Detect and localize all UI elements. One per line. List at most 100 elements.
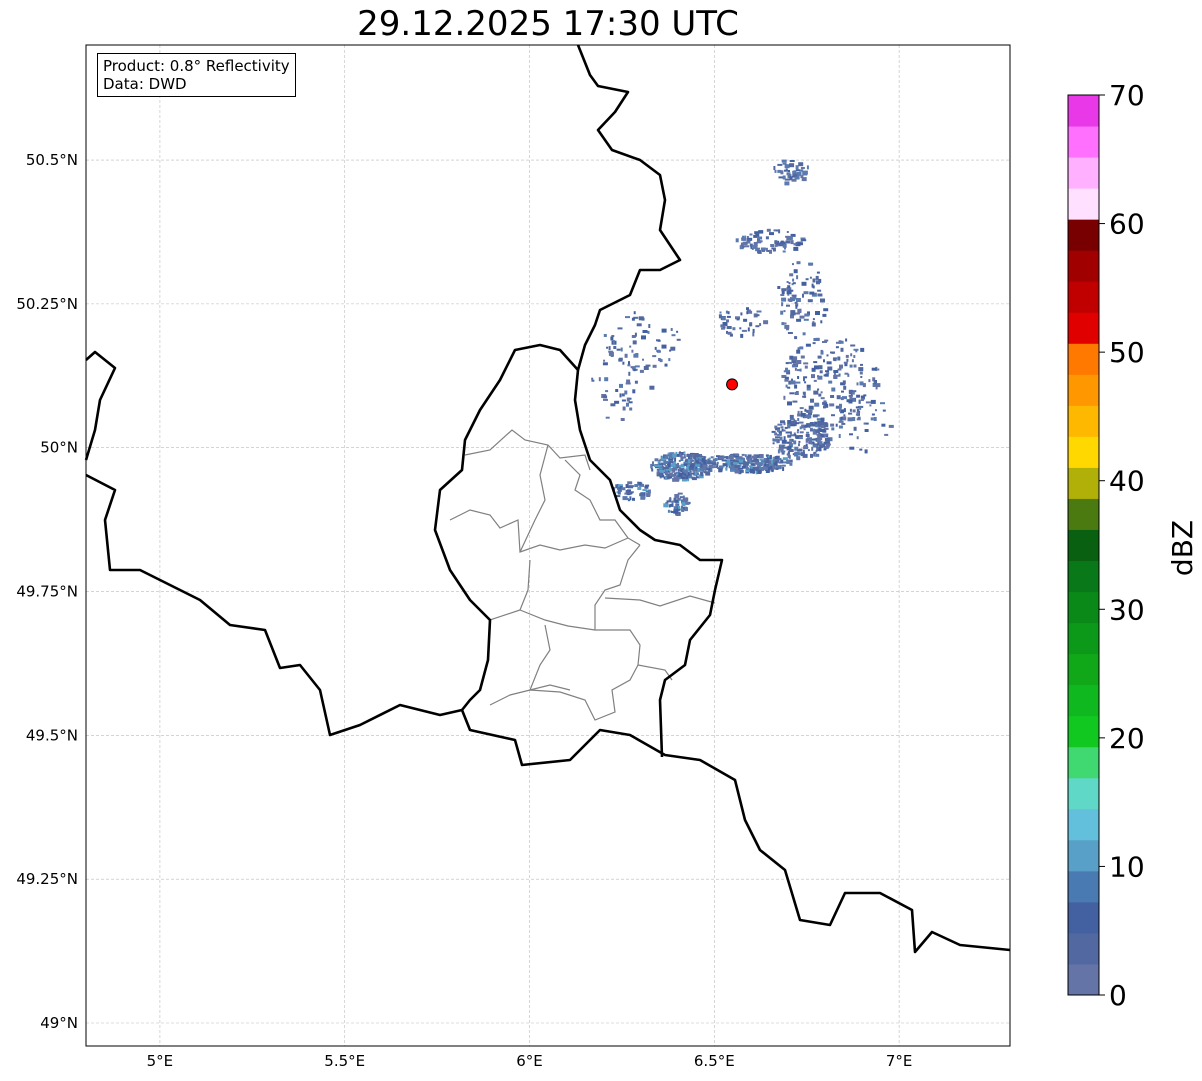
echo-pixel (605, 416, 610, 419)
echo-pixel (639, 369, 644, 373)
echo-pixel (748, 457, 752, 462)
echo-pixel (846, 399, 850, 403)
echo-pixel (686, 464, 690, 469)
echo-pixel (680, 456, 684, 459)
echo-pixel (667, 509, 670, 513)
lat-tick-label: 49.5°N (26, 726, 78, 744)
echo-pixel (786, 459, 791, 464)
echo-pixel (749, 243, 753, 247)
echo-pixel (781, 159, 787, 163)
echo-pixel (608, 351, 614, 356)
echo-pixel (649, 385, 655, 390)
echo-pixel (622, 361, 625, 365)
echo-pixel (814, 365, 819, 370)
echo-pixel (689, 470, 692, 473)
echo-pixel (691, 477, 697, 481)
echo-pixel (640, 495, 646, 500)
echo-pixel (637, 481, 640, 486)
echo-pixel (785, 362, 789, 365)
echo-pixel (694, 453, 699, 455)
echo-pixel (765, 247, 768, 252)
echo-pixel (718, 314, 722, 319)
echo-pixel (624, 492, 628, 495)
colorbar-segment (1068, 932, 1099, 965)
echo-pixel (777, 169, 782, 173)
echo-pixel (625, 490, 630, 494)
echo-pixel (842, 416, 847, 421)
echo-pixel (624, 390, 628, 395)
echo-pixel (782, 162, 787, 165)
echo-pixel (645, 490, 650, 493)
echo-pixel (670, 511, 675, 513)
echo-pixel (708, 457, 711, 462)
echo-pixel (627, 499, 630, 502)
echo-pixel (785, 235, 790, 238)
echo-pixel (871, 413, 875, 416)
echo-pixel (869, 404, 872, 407)
echo-pixel (657, 461, 661, 465)
echo-pixel (676, 478, 679, 482)
echo-pixel (812, 278, 816, 283)
echo-pixel (674, 499, 678, 502)
echo-pixel (712, 466, 718, 469)
echo-pixel (784, 426, 788, 429)
axis-ticks: 5°E 5.5°E 6°E 6.5°E 7°E 49°N 49.25°N 49.5°N 49.7… (16, 151, 912, 1070)
echo-pixel (639, 493, 645, 497)
echo-pixel (811, 322, 816, 327)
echo-pixel (786, 290, 792, 295)
echo-pixel (786, 441, 790, 444)
echo-pixel (803, 170, 808, 175)
echo-pixel (770, 462, 776, 465)
echo-pixel (767, 455, 770, 458)
echo-pixel (764, 462, 767, 467)
echo-pixel (849, 395, 853, 400)
echo-pixel (771, 469, 774, 473)
lon-tick-label: 5°E (147, 1052, 174, 1070)
echo-pixel (690, 472, 694, 475)
echo-pixel (882, 409, 886, 412)
echo-pixel (800, 175, 804, 179)
echo-pixel (757, 240, 762, 244)
lat-tick-label: 49°N (40, 1014, 78, 1032)
echo-pixel (853, 355, 856, 358)
echo-pixel (801, 281, 807, 286)
echo-pixel (816, 418, 821, 421)
echo-pixel (815, 275, 819, 280)
echo-pixel (840, 347, 844, 352)
colorbar-tick-label: 50 (1109, 336, 1145, 369)
echo-pixel (808, 405, 814, 410)
echo-pixel (791, 364, 794, 368)
echo-pixel (820, 350, 824, 355)
echo-pixel (666, 475, 668, 478)
echo-pixel (816, 439, 821, 443)
echo-pixel (678, 459, 681, 462)
echo-pixel (829, 403, 835, 407)
canton-line (529, 624, 571, 691)
echo-pixel (848, 399, 853, 404)
echo-pixel (668, 475, 672, 479)
map-frame (85, 44, 1011, 1047)
echo-pixel (616, 495, 621, 498)
echo-pixel (714, 458, 717, 461)
echo-pixel (628, 492, 632, 495)
echo-pixel (614, 400, 620, 404)
echo-pixel (617, 485, 623, 490)
echo-pixel (864, 449, 868, 454)
echo-pixel (642, 489, 648, 492)
echo-pixel (694, 453, 697, 457)
echo-pixel (856, 418, 861, 421)
echo-pixel (755, 470, 758, 475)
echo-pixel (804, 313, 810, 317)
echo-pixel (699, 465, 704, 469)
colorbar-segment (1068, 963, 1099, 996)
echo-pixel (795, 304, 798, 309)
echo-pixel (796, 360, 802, 364)
echo-pixel (629, 496, 632, 501)
echo-pixel (819, 370, 823, 374)
lat-tick-label: 49.25°N (16, 870, 78, 888)
echo-pixel (643, 492, 646, 497)
echo-pixel (729, 456, 734, 459)
echo-pixel (856, 408, 859, 411)
echo-pixel (843, 408, 846, 413)
